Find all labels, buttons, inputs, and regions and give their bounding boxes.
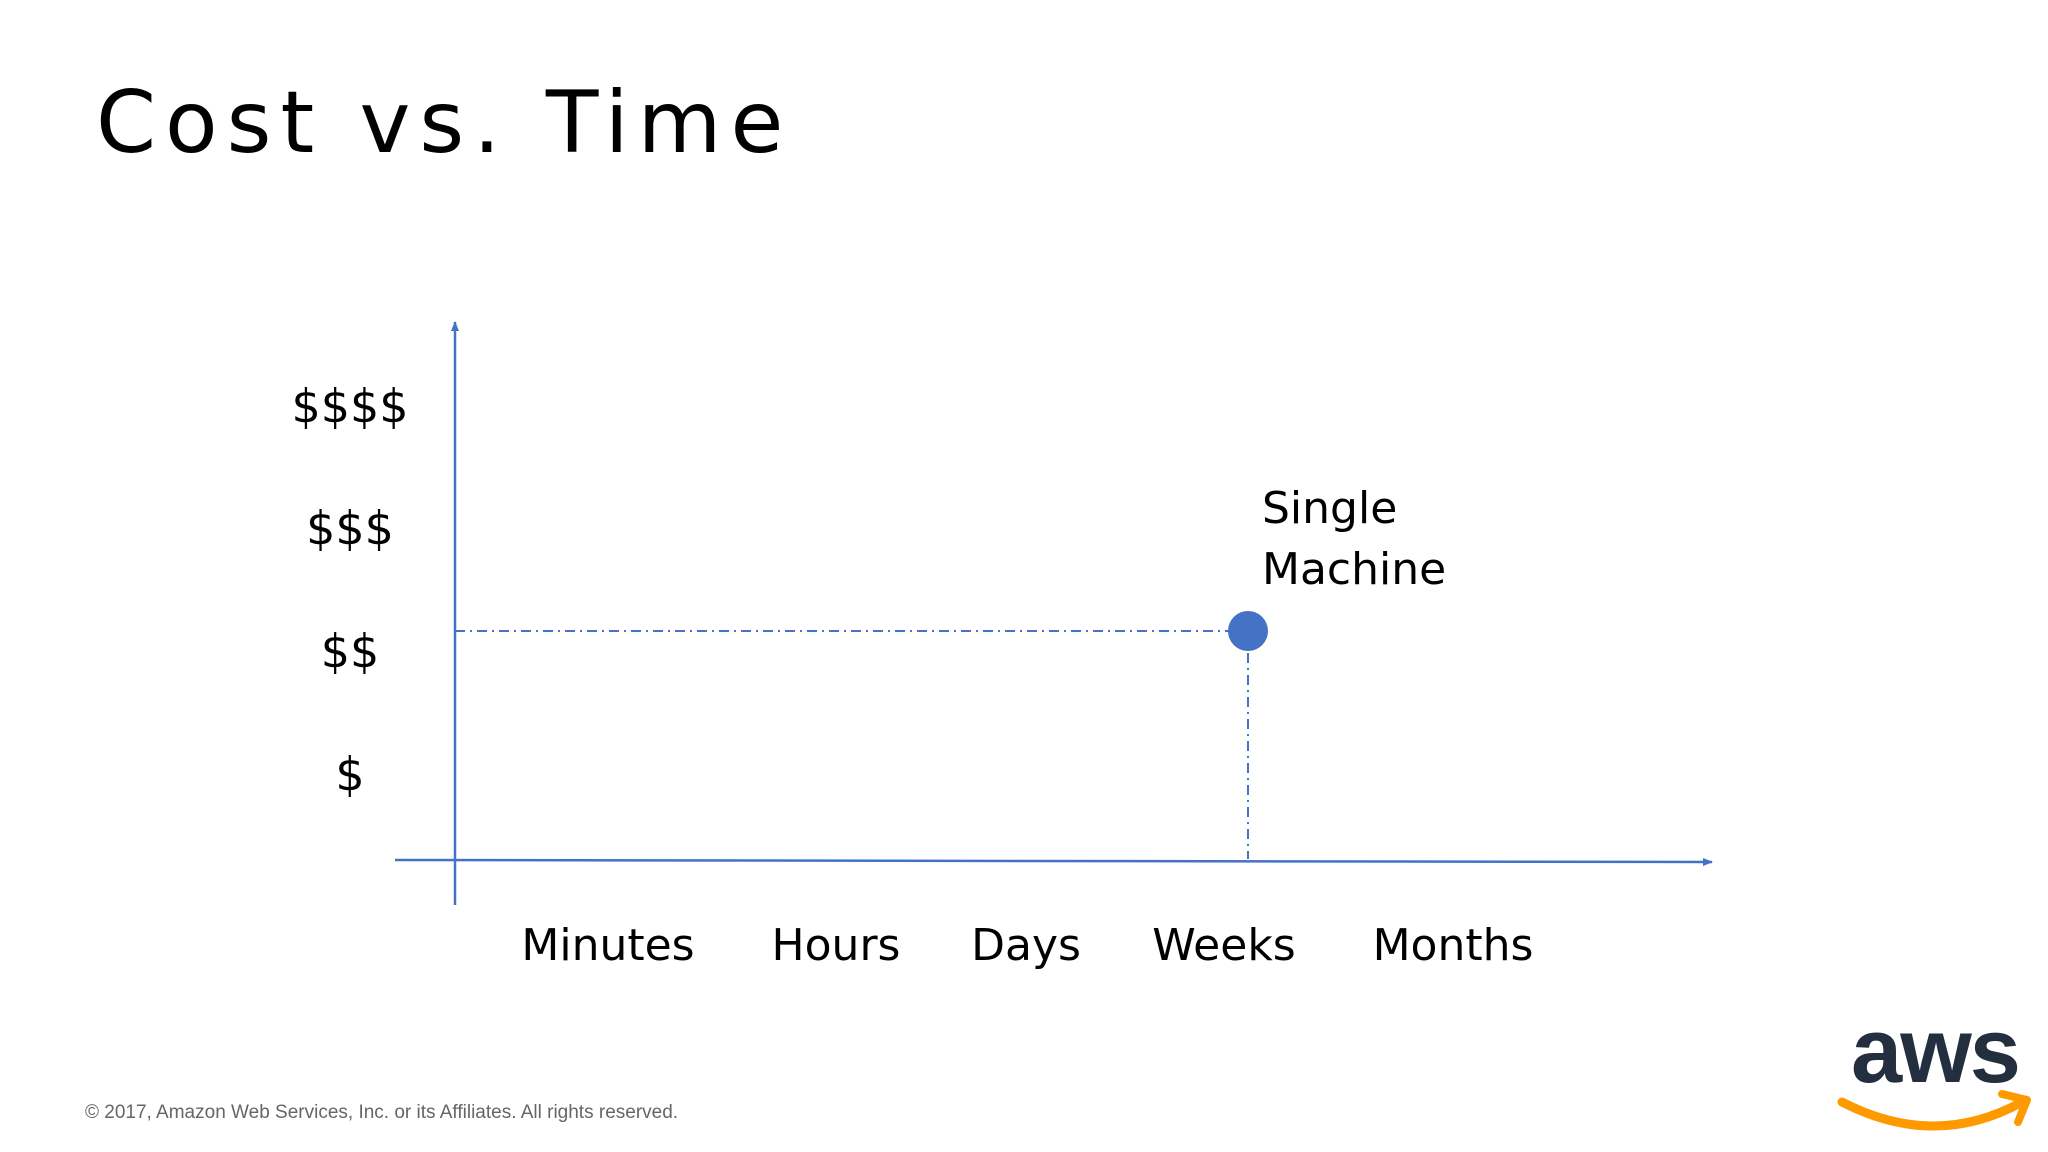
slide-title: Cost vs. Time	[96, 73, 793, 173]
copyright-footer: © 2017, Amazon Web Services, Inc. or its…	[85, 1102, 679, 1123]
y-tick-label: $$$$	[291, 380, 408, 434]
y-tick-label: $	[335, 748, 364, 802]
x-tick-label: Weeks	[1152, 920, 1295, 971]
x-tick-label: Hours	[772, 920, 901, 971]
x-axis	[394, 857, 1713, 866]
y-tick-label: $$$	[306, 502, 394, 556]
aws-logo-text: aws	[1851, 1010, 2019, 1102]
data-point	[1228, 611, 1268, 651]
x-tick-label: Days	[971, 920, 1081, 971]
data-point-label: Single Machine	[1262, 483, 1446, 595]
y-tick-label: $$	[321, 625, 380, 679]
aws-smile-icon	[1837, 1097, 2027, 1131]
x-tick-label: Minutes	[521, 920, 694, 971]
x-tick-label: Months	[1373, 920, 1534, 971]
aws-smile-arrow-icon	[1998, 1090, 2031, 1126]
aws-logo: aws	[1837, 1010, 2031, 1131]
